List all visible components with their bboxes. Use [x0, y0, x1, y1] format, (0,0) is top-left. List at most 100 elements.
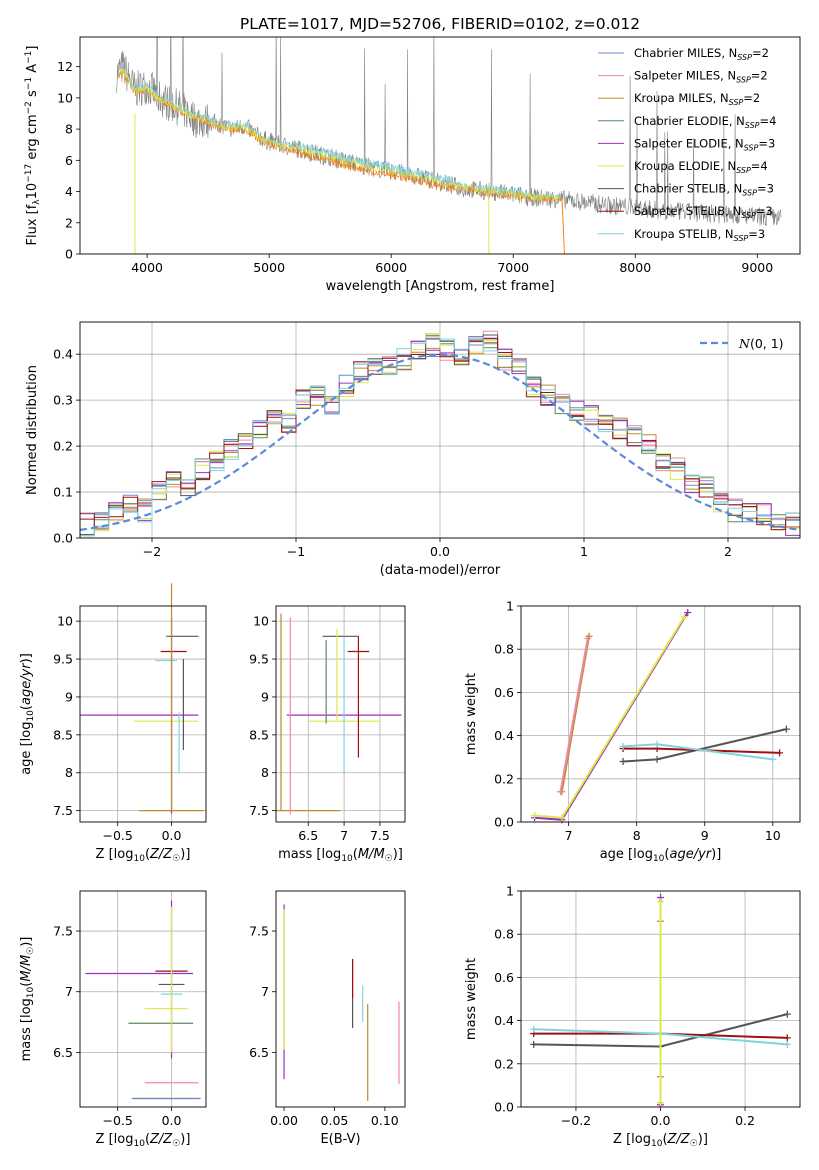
age-vs-Z-ylabel: age [log10(age/yr)] — [19, 653, 36, 775]
series-point-marker — [558, 814, 566, 822]
mass-vs-ebv-frame — [275, 890, 406, 1108]
massweight-vs-Z-lines — [530, 893, 791, 1109]
y-tick-label: 0.6 — [494, 685, 514, 700]
mass-vs-Z-errorbars — [85, 900, 201, 1100]
y-tick-label: 12 — [57, 59, 73, 74]
series-point-marker — [776, 749, 784, 757]
age-vs-mass-frame — [275, 605, 406, 823]
y-tick-label: 0.2 — [494, 1056, 514, 1071]
y-tick-label: 7.5 — [249, 803, 269, 818]
series-point-marker — [584, 634, 592, 642]
spectrum-plot — [116, 37, 782, 254]
y-tick-label: 9.5 — [53, 652, 73, 667]
legend-label: Salpeter STELIB, NSSP=3 — [634, 204, 773, 220]
age-vs-Z-xlabel: Z [log10(Z/Z☉)] — [96, 847, 191, 864]
massweight-vs-Z-frame — [520, 890, 801, 1108]
x-tick-label: −2 — [143, 544, 161, 559]
series-point-marker — [657, 898, 664, 906]
spectrum-legend: Chabrier MILES, NSSP=2 Salpeter MILES, NS… — [598, 46, 776, 243]
series-point-marker — [782, 725, 790, 733]
legend-label: N(0, 1) — [738, 336, 784, 351]
series-point-marker — [530, 1040, 538, 1048]
y-tick-label: 4 — [65, 184, 73, 199]
y-tick-label: 10 — [253, 614, 269, 629]
legend-label: Salpeter ELODIE, NSSP=3 — [634, 136, 775, 152]
y-tick-label: 7.5 — [249, 924, 269, 939]
y-tick-label: 0.0 — [53, 531, 73, 546]
age-vs-mass-xlabel: mass [log10(M/M☉)] — [278, 847, 403, 864]
massweight-vs-age-axes: 7 8 9 10 0.0 0.2 0.4 0.6 0.8 1 — [494, 599, 800, 843]
series-point-marker — [783, 1010, 791, 1018]
residuals-frame — [79, 321, 801, 539]
x-tick-label: 0.2 — [735, 1113, 755, 1128]
model-spectrum-line — [117, 68, 562, 203]
age-vs-Z-frame — [79, 605, 207, 823]
x-tick-label: 10 — [765, 828, 781, 843]
y-tick-label: 8.5 — [53, 727, 73, 742]
series-point-marker — [783, 1040, 791, 1048]
age-vs-mass-axes: 6.5 7 7.5 7.5 8 8.5 9 9.5 10 — [249, 606, 405, 843]
y-tick-label: 1 — [506, 599, 514, 614]
residuals-axes: −2 −1 0.0 1 2 0.0 0.1 0.2 0.3 0.4 — [53, 322, 800, 559]
series-point-marker — [556, 788, 564, 796]
y-tick-label: 9 — [261, 689, 269, 704]
legend-label: Chabrier MILES, NSSP=2 — [634, 46, 769, 62]
massweight-vs-age-ylabel: mass weight — [464, 673, 479, 755]
x-tick-label: 9 — [701, 828, 709, 843]
x-tick-label: 7 — [340, 828, 348, 843]
y-tick-label: 0.2 — [494, 771, 514, 786]
x-tick-label: 4000 — [131, 260, 163, 275]
y-tick-label: 0.1 — [53, 485, 73, 500]
legend-label: Chabrier STELIB, NSSP=3 — [634, 182, 774, 198]
legend-label: Kroupa MILES, NSSP=2 — [634, 91, 760, 107]
mass-vs-Z-frame — [79, 890, 207, 1108]
massweight-vs-age-frame — [520, 605, 801, 823]
series-point-marker — [653, 755, 661, 763]
series-point-marker — [530, 1025, 538, 1033]
y-tick-label: 0.8 — [494, 642, 514, 657]
y-tick-label: 0.0 — [494, 1100, 514, 1115]
y-tick-label: 0.4 — [494, 728, 514, 743]
x-tick-label: 7 — [565, 828, 573, 843]
series-line — [534, 616, 686, 819]
mass-vs-Z-axes: −0.5 0.0 6.5 7 7.5 — [53, 891, 206, 1128]
y-tick-label: 8 — [65, 122, 73, 137]
x-tick-label: 1 — [580, 544, 588, 559]
histogram-salpeter-stelib — [80, 338, 800, 538]
massweight-vs-age-lines — [531, 608, 790, 824]
x-tick-label: −0.5 — [103, 828, 133, 843]
y-tick-label: 7 — [65, 984, 73, 999]
x-tick-label: −0.2 — [561, 1113, 591, 1128]
y-tick-label: 2 — [65, 215, 73, 230]
y-tick-label: 6.5 — [53, 1045, 73, 1060]
y-tick-label: 9.5 — [249, 652, 269, 667]
series-point-marker — [769, 755, 777, 763]
series-point-marker — [657, 1099, 664, 1107]
model-spectrum-line — [117, 67, 562, 202]
mass-vs-ebv-xlabel: E(B-V) — [320, 1132, 360, 1147]
x-tick-label: 8000 — [619, 260, 651, 275]
x-tick-label: 9000 — [741, 260, 773, 275]
model-spectrum-line — [117, 66, 562, 202]
series-point-marker — [653, 740, 661, 748]
spectrum-ylabel: Flux [fλ10−17 erg cm−2 s−1 A−1] — [24, 46, 42, 246]
y-tick-label: 10 — [57, 614, 73, 629]
massweight-vs-age-xlabel: age [log10(age/yr)] — [600, 847, 722, 864]
series-point-marker — [783, 1034, 791, 1042]
x-tick-label: 0.0 — [651, 1113, 671, 1128]
x-tick-label: 0.0 — [162, 1113, 182, 1128]
x-tick-label: 0.00 — [270, 1113, 298, 1128]
x-tick-label: 0.0 — [430, 544, 450, 559]
series-point-marker — [684, 608, 692, 616]
legend-label: Kroupa ELODIE, NSSP=4 — [634, 159, 768, 175]
mass-vs-Z-xlabel: Z [log10(Z/Z☉)] — [96, 1132, 191, 1149]
x-tick-label: 0.10 — [371, 1113, 399, 1128]
series-point-marker — [619, 742, 627, 750]
age-vs-Z-axes: −0.5 0.0 7.5 8 8.5 9 9.5 10 — [53, 606, 206, 843]
x-tick-label: −0.5 — [103, 1113, 133, 1128]
x-tick-label: 6000 — [375, 260, 407, 275]
y-tick-label: 0.6 — [494, 970, 514, 985]
residuals-legend: N(0, 1) — [700, 336, 784, 351]
y-tick-label: 7.5 — [53, 924, 73, 939]
